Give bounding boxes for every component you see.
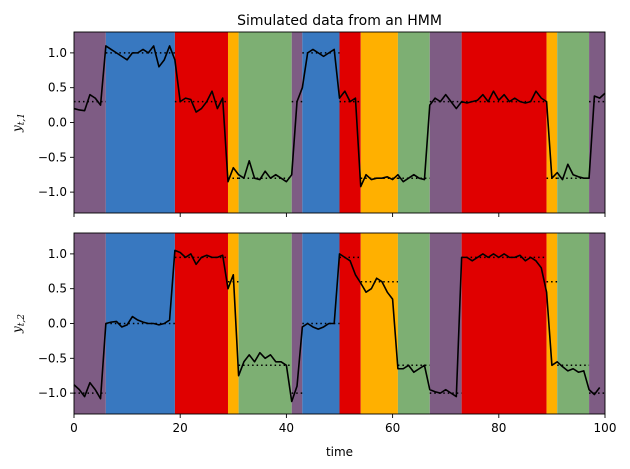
state-span-purple (291, 233, 303, 414)
state-span-purple (589, 233, 605, 414)
state-span-green (557, 233, 590, 414)
state-span-green (397, 233, 430, 414)
y-tick-label: −0.5 (38, 150, 67, 164)
state-span-orange (227, 233, 239, 414)
state-span-red (339, 233, 361, 414)
state-span-orange (546, 233, 558, 414)
state-span-green (557, 32, 590, 213)
x-tick-label: 40 (279, 421, 294, 435)
y-tick-label: −1.0 (38, 386, 67, 400)
y-axis-label: yt,2 (10, 314, 27, 334)
panel-bottom: 1.0 0.5 0.0 −0.5 −1.0 0 20 40 60 80 100 yt,2 (10, 232, 617, 435)
observed-series-line (73, 249, 601, 403)
state-span-red (339, 32, 361, 213)
y-tick-label: 0.0 (48, 116, 67, 130)
y-tick-label: 0.5 (48, 81, 67, 95)
observed-series-line (73, 45, 606, 188)
state-span-orange (227, 32, 239, 213)
state-span-purple (429, 32, 462, 213)
state-span-green (397, 32, 430, 213)
state-span-purple (74, 32, 106, 213)
y-tick-label: −1.0 (38, 185, 67, 199)
panel-top: 1.0 0.5 0.0 −0.5 −1.0 yt,1 (10, 31, 606, 217)
x-tick-label: 100 (594, 421, 617, 435)
state-span-orange (546, 32, 558, 213)
x-tick-label: 0 (70, 421, 78, 435)
state-span-purple (291, 32, 303, 213)
state-span-green (238, 32, 292, 213)
state-span-orange (360, 233, 398, 414)
state-span-red (461, 32, 547, 213)
y-tick-label: −0.5 (38, 351, 67, 365)
y-tick-label: 0.0 (48, 317, 67, 331)
x-tick-label: 60 (385, 421, 400, 435)
x-axis-label: time (326, 445, 353, 459)
x-tick-label: 80 (491, 421, 506, 435)
y-tick-label: 0.5 (48, 282, 67, 296)
state-span-orange (360, 32, 398, 213)
state-span-red (461, 233, 547, 414)
state-span-green (238, 233, 292, 414)
y-tick-label: 1.0 (48, 247, 67, 261)
state-span-red (174, 233, 228, 414)
x-tick-label: 20 (173, 421, 188, 435)
chart-title: Simulated data from an HMM (237, 13, 442, 29)
state-span-blue (302, 32, 340, 213)
y-tick-label: 1.0 (48, 46, 67, 60)
state-span-red (174, 32, 228, 213)
state-span-purple (589, 32, 605, 213)
y-axis-label: yt,1 (10, 113, 27, 133)
